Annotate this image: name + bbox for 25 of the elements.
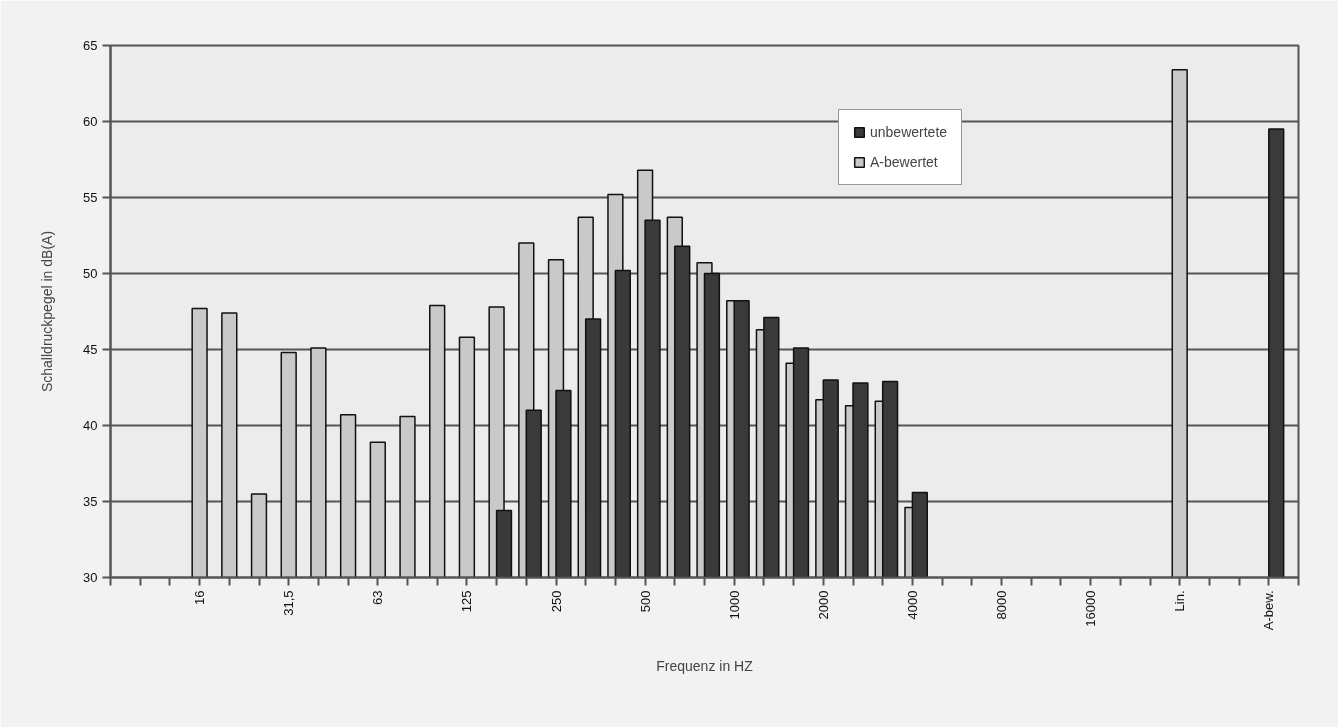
x-tick-label: 125 <box>459 590 475 613</box>
x-tick-label: 63 <box>370 590 386 605</box>
x-tick-label: 1000 <box>726 590 742 620</box>
x-tick-label: 250 <box>548 590 564 613</box>
y-tick-label: 65 <box>83 38 98 53</box>
x-tick-label: 16000 <box>1083 590 1099 627</box>
x-tick-label: A-bew. <box>1261 590 1277 631</box>
y-tick-label: 55 <box>83 190 98 205</box>
y-tick-label: 35 <box>83 494 98 509</box>
x-tick-label: 31,5 <box>281 590 297 616</box>
y-tick-label: 50 <box>83 266 98 281</box>
y-tick-label: 45 <box>83 342 98 357</box>
y-tick-label: 40 <box>83 418 98 433</box>
x-tick-label: 8000 <box>994 590 1009 620</box>
legend-label: A-bewertet <box>870 154 938 170</box>
x-tick-label: 500 <box>637 590 653 613</box>
x-axis-title: Frequenz in HZ <box>656 658 754 675</box>
x-tick-label: Lin. <box>1172 590 1188 612</box>
y-tick-label: 60 <box>83 114 98 129</box>
y-axis-title: Schalldruckpegel in dB(A) <box>39 230 56 393</box>
legend-label: unbewertete <box>870 124 948 140</box>
x-tick-label: 2000 <box>815 590 831 620</box>
y-tick-label: 30 <box>83 570 98 585</box>
x-tick-label: 4000 <box>904 590 920 620</box>
x-tick-label: 16 <box>192 590 208 605</box>
